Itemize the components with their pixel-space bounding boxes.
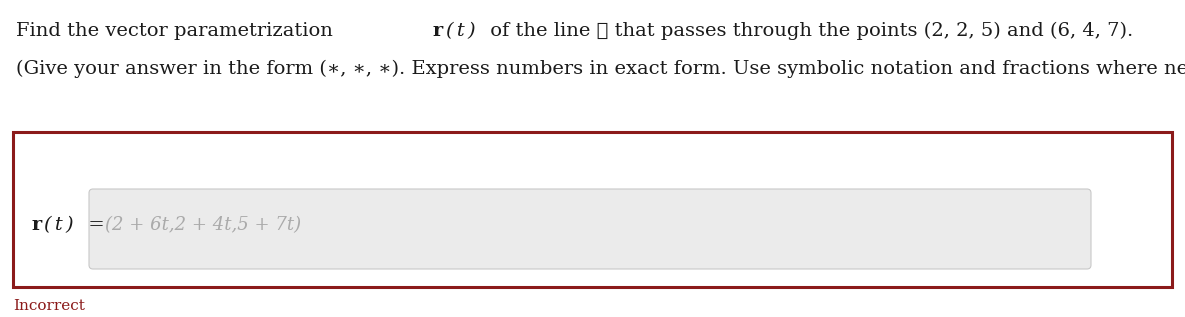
Text: =: = xyxy=(83,216,105,234)
FancyBboxPatch shape xyxy=(89,189,1091,269)
Text: Incorrect: Incorrect xyxy=(13,299,85,313)
Bar xyxy=(13,132,1172,287)
Text: r: r xyxy=(31,216,41,234)
Text: Find the vector parametrization: Find the vector parametrization xyxy=(17,22,339,40)
Text: (Give your answer in the form (∗, ∗, ∗). Express numbers in exact form. Use symb: (Give your answer in the form (∗, ∗, ∗).… xyxy=(17,60,1185,78)
Text: (2 + 6t,2 + 4t,5 + 7t): (2 + 6t,2 + 4t,5 + 7t) xyxy=(105,216,301,234)
Text: of the line ℒ that passes through the points (2, 2, 5) and (6, 4, 7).: of the line ℒ that passes through the po… xyxy=(485,22,1134,40)
Text: ( t ): ( t ) xyxy=(44,216,73,234)
Text: ( t ): ( t ) xyxy=(447,22,476,40)
Text: r: r xyxy=(433,22,443,40)
